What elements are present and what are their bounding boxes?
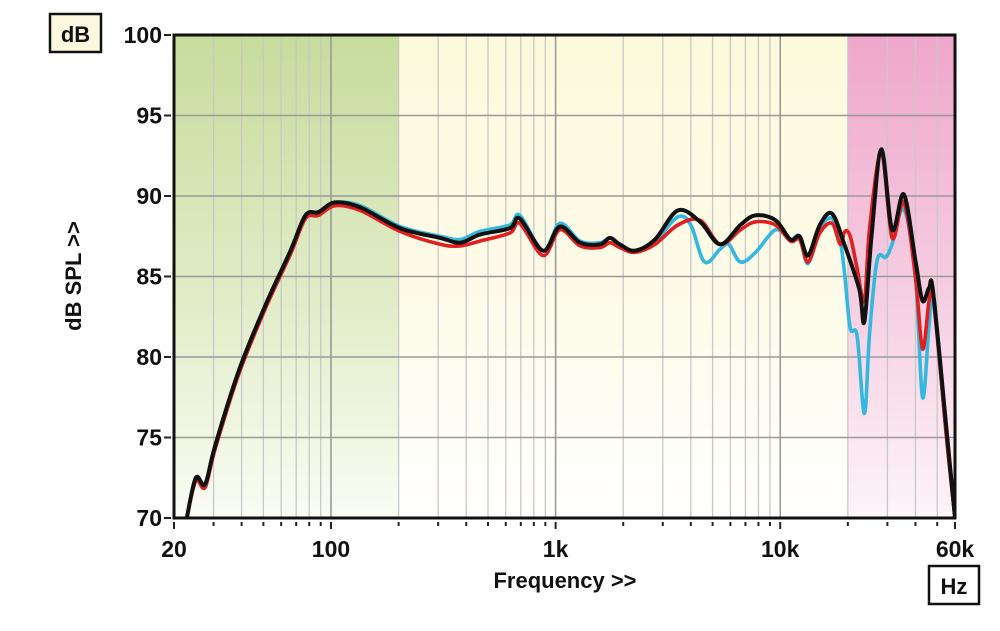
x-unit-label: Hz	[941, 574, 968, 599]
y-tick-label: 100	[124, 22, 162, 48]
x-axis-title: Frequency >>	[493, 568, 636, 593]
x-tick-label: 20	[161, 536, 187, 562]
y-tick-label: 70	[136, 505, 162, 531]
x-axis-ticks: 20 100 1k 10k 60k	[161, 522, 974, 562]
y-unit-label: dB	[61, 22, 90, 47]
y-tick-label: 75	[136, 425, 162, 451]
y-axis-title: dB SPL >>	[61, 221, 86, 331]
y-tick-label: 80	[136, 344, 162, 370]
y-axis-ticks: 100 95 90 85 80 75 70	[124, 22, 171, 531]
y-tick-label: 85	[136, 264, 162, 290]
data-series	[184, 147, 955, 518]
x-tick-label: 60k	[936, 536, 975, 562]
y-tick-label: 90	[136, 183, 162, 209]
x-tick-label: 10k	[761, 536, 800, 562]
plot-frame	[172, 33, 957, 520]
x-tick-label: 1k	[543, 536, 569, 562]
y-tick-label: 95	[136, 103, 162, 129]
x-tick-label: 100	[312, 536, 350, 562]
series-line-black	[184, 147, 955, 518]
x-unit-box: Hz	[927, 564, 981, 606]
y-unit-box: dB	[48, 12, 103, 54]
